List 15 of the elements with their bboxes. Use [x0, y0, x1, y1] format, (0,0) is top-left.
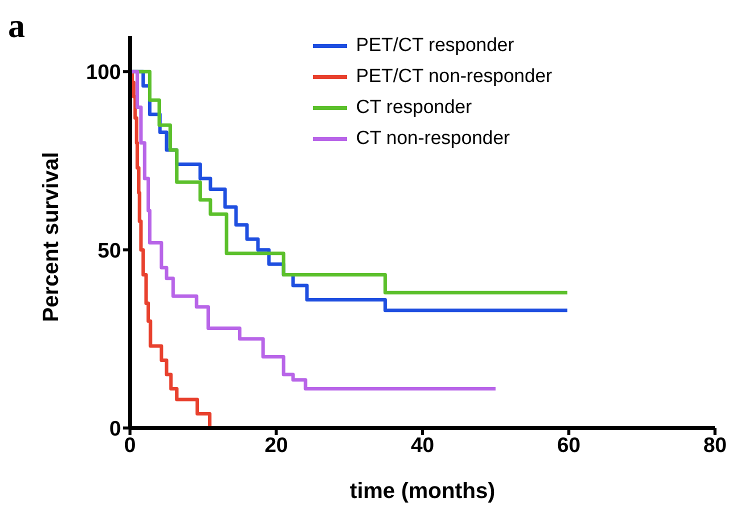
y-tick-label: 0 [109, 417, 121, 440]
y-tick-label: 100 [86, 61, 121, 84]
legend-label: PET/CT non-responder [356, 66, 552, 88]
x-tick-label: 80 [703, 434, 727, 457]
x-tick-label: 20 [264, 434, 288, 457]
x-tick-label: 0 [124, 434, 136, 457]
x-axis-title: time (months) [350, 478, 496, 503]
y-axis-title: Percent survival [38, 152, 63, 322]
x-tick-label: 40 [410, 434, 434, 457]
chart-title: a [8, 8, 25, 46]
x-tick-label: 60 [557, 434, 580, 457]
legend-label: CT non-responder [356, 128, 510, 150]
legend-label: PET/CT responder [356, 34, 514, 56]
y-tick-label: 50 [98, 239, 121, 262]
legend-label: CT responder [356, 96, 472, 118]
